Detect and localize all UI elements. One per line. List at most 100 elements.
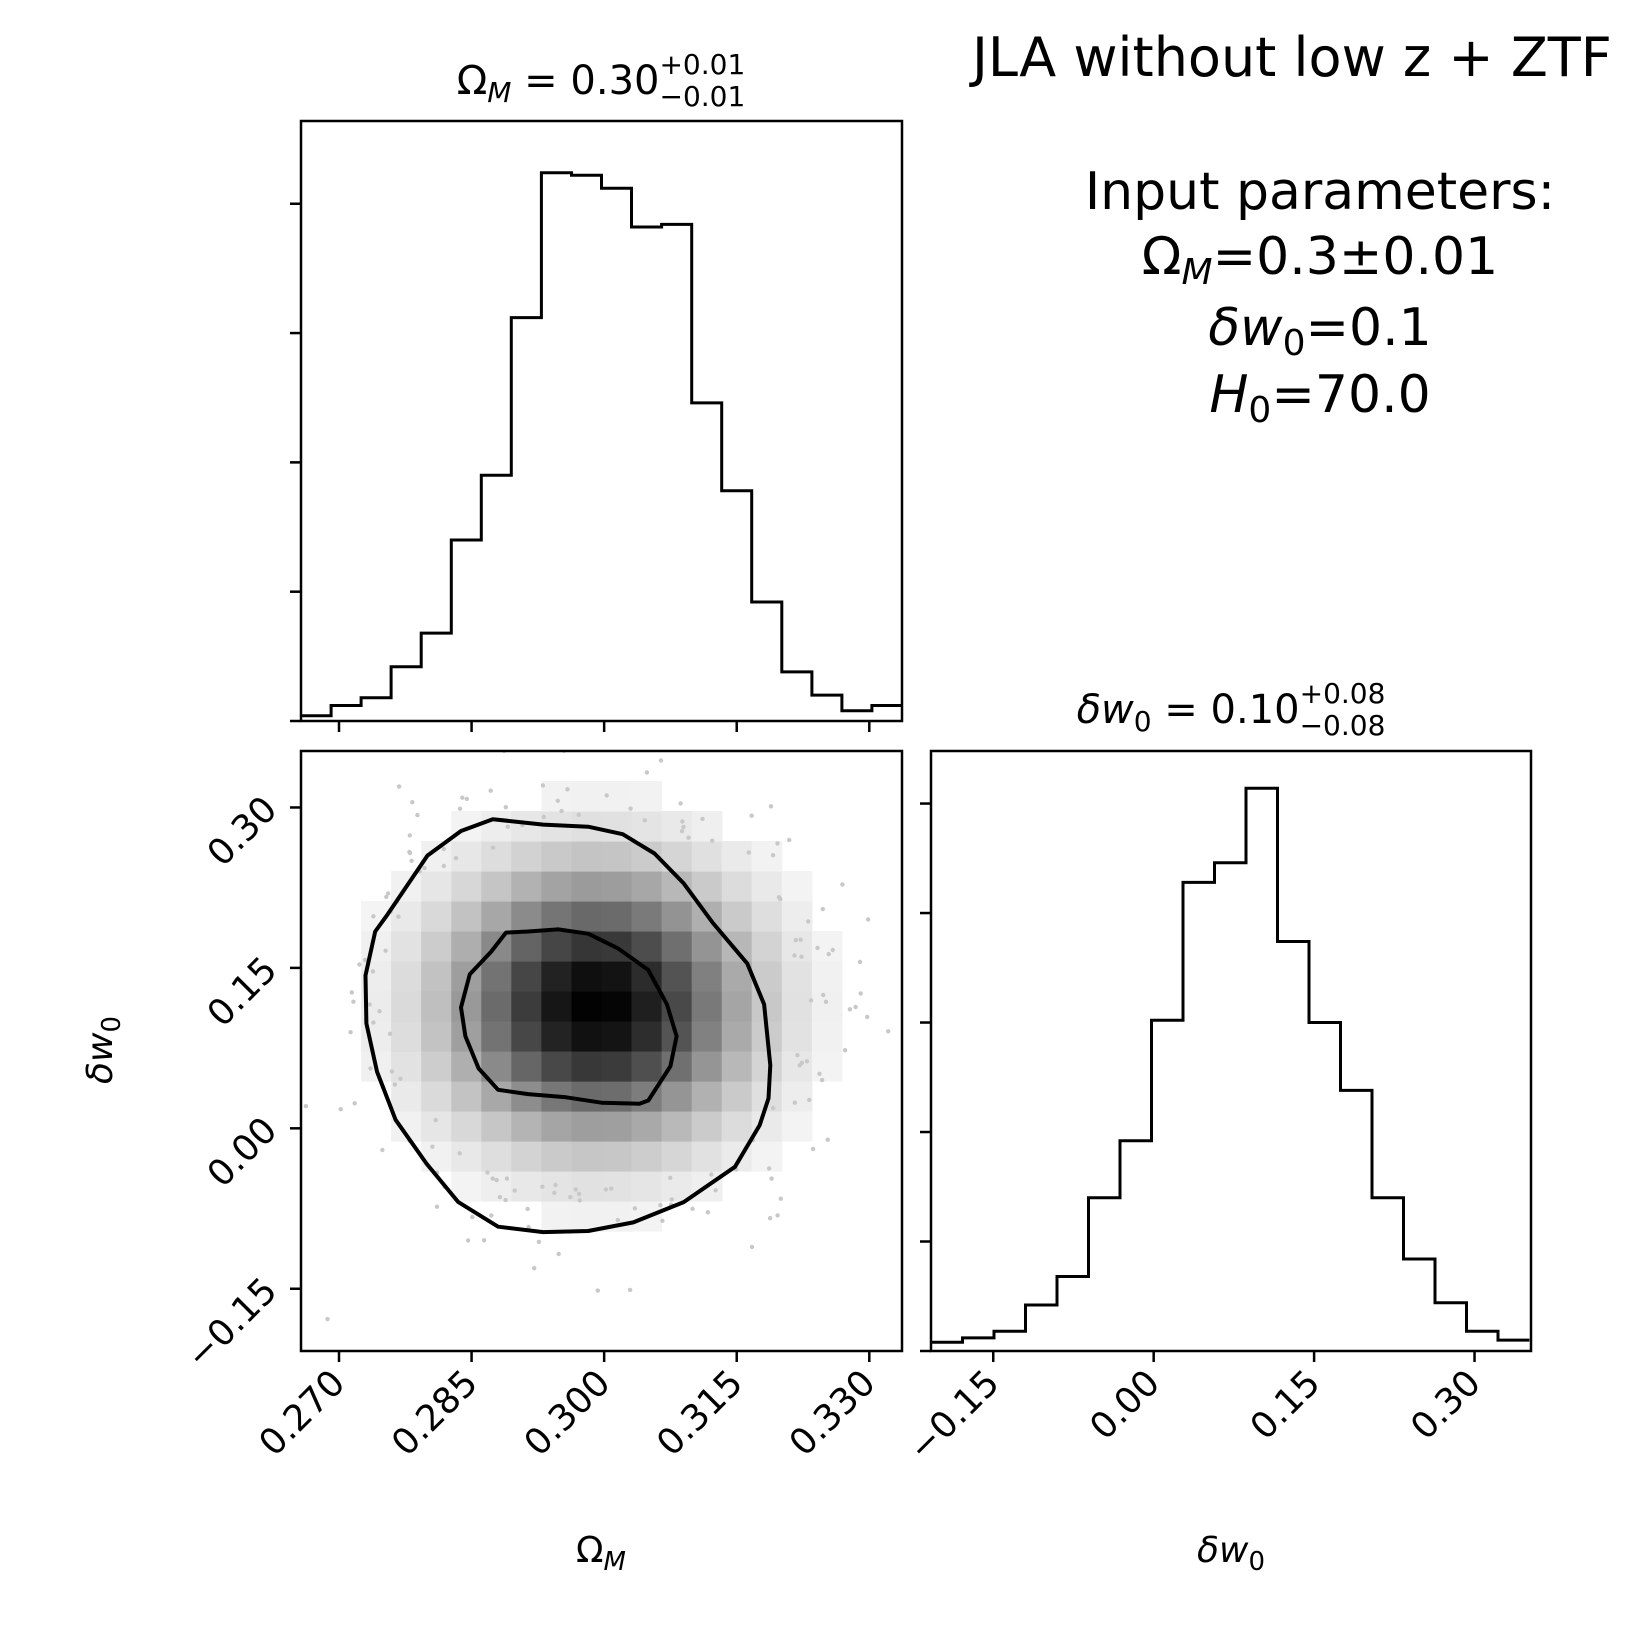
sample-point xyxy=(858,991,863,996)
density-cell xyxy=(601,1081,633,1112)
sample-point xyxy=(512,1188,517,1193)
density-cell xyxy=(541,1201,573,1232)
density-cell xyxy=(691,961,723,992)
sample-point xyxy=(821,992,826,998)
sample-point xyxy=(746,850,751,855)
sample-point xyxy=(675,744,679,748)
density-cell xyxy=(631,811,663,842)
sample-point xyxy=(503,1197,508,1203)
sample-point xyxy=(775,1213,780,1218)
density-cell xyxy=(691,811,723,842)
sample-point xyxy=(778,896,783,902)
density-cell xyxy=(601,1021,633,1052)
density-heatmap xyxy=(361,781,843,1232)
sample-point xyxy=(853,1004,858,1010)
density-cell xyxy=(541,961,573,992)
density-cell xyxy=(541,841,573,872)
density-cell xyxy=(691,991,723,1022)
sample-point xyxy=(710,838,715,843)
sample-point xyxy=(603,1187,609,1192)
sample-point xyxy=(434,1204,440,1209)
sample-point xyxy=(572,1367,576,1371)
density-cell xyxy=(451,991,482,1022)
delta-w0-histogram-panel: δw0 = 0.10+0.08 −0.08 −0.15 0.00 0.15 0.30 … xyxy=(901,677,1533,1577)
sample-point xyxy=(348,1030,353,1035)
density-cell xyxy=(721,1021,753,1052)
density-cell xyxy=(631,1111,663,1142)
sample-point xyxy=(799,954,804,959)
sample-point xyxy=(749,1244,755,1250)
sample-point xyxy=(536,1239,542,1245)
density-cell xyxy=(391,991,422,1022)
sample-point xyxy=(658,758,664,763)
density-cell xyxy=(451,901,482,932)
delta-w0-ytick-label: 0.15 xyxy=(200,949,286,1035)
density-cell xyxy=(571,1111,603,1142)
sample-point xyxy=(503,805,508,810)
density-cell xyxy=(421,1051,452,1082)
density-cell xyxy=(811,1051,843,1082)
sample-point xyxy=(553,1182,558,1188)
density-cell xyxy=(511,1021,542,1052)
delta-w0-histogram-frame xyxy=(929,749,1533,1353)
sample-point xyxy=(806,919,811,924)
density-cell xyxy=(481,901,512,932)
density-cell xyxy=(421,1141,452,1172)
density-cell xyxy=(571,961,603,992)
density-cell xyxy=(601,1171,633,1202)
density-cell xyxy=(511,961,542,992)
density-cell xyxy=(661,961,693,992)
density-cell xyxy=(601,901,633,932)
sample-point xyxy=(909,1019,913,1023)
sample-point xyxy=(807,1097,812,1103)
density-cell xyxy=(721,1111,753,1142)
density-cell xyxy=(571,841,603,872)
density-cell xyxy=(751,931,783,962)
density-cell xyxy=(781,871,813,902)
density-cell xyxy=(691,1081,723,1112)
density-cell xyxy=(721,901,753,932)
sample-point xyxy=(819,1077,825,1083)
sample-point xyxy=(396,784,402,789)
omega-m-histogram-steps xyxy=(301,171,902,718)
sample-point xyxy=(847,1007,853,1012)
sample-point xyxy=(349,990,354,995)
density-cell xyxy=(691,1111,723,1142)
sample-point xyxy=(690,1206,695,1212)
sample-point xyxy=(668,1175,673,1181)
sample-point xyxy=(842,1048,848,1053)
density-cell xyxy=(511,1111,542,1142)
sample-point xyxy=(371,914,376,919)
density-cell xyxy=(691,1051,723,1082)
sample-point xyxy=(840,882,845,887)
sample-point xyxy=(778,1196,783,1201)
density-cell xyxy=(421,871,452,902)
sample-point xyxy=(409,858,414,863)
sample-point xyxy=(680,819,685,824)
density-cell xyxy=(541,901,573,932)
sample-point xyxy=(460,795,465,800)
density-cell xyxy=(721,1081,753,1112)
delta-w0-histogram-title: δw0 = 0.10+0.08 xyxy=(1077,677,1386,738)
sample-point xyxy=(370,969,376,974)
density-cell xyxy=(601,991,633,1022)
sample-point xyxy=(795,1052,800,1058)
sample-point xyxy=(622,727,626,731)
delta-w0-title-lower-error: −0.08 xyxy=(1300,709,1386,742)
sample-point xyxy=(433,1117,438,1123)
density-cell xyxy=(631,871,663,902)
sample-point xyxy=(457,806,463,811)
sample-point xyxy=(817,1071,822,1077)
density-cell xyxy=(751,841,783,872)
density-cell xyxy=(511,841,542,872)
sample-point xyxy=(573,1187,578,1192)
density-cell xyxy=(391,901,422,932)
input-h0: H0=70.0 xyxy=(1209,365,1430,431)
sample-point xyxy=(470,1214,475,1220)
density-cell xyxy=(631,781,663,812)
sample-point xyxy=(769,1176,774,1181)
density-cell xyxy=(631,931,663,962)
density-cell xyxy=(601,1111,633,1142)
sample-point xyxy=(540,1184,545,1189)
